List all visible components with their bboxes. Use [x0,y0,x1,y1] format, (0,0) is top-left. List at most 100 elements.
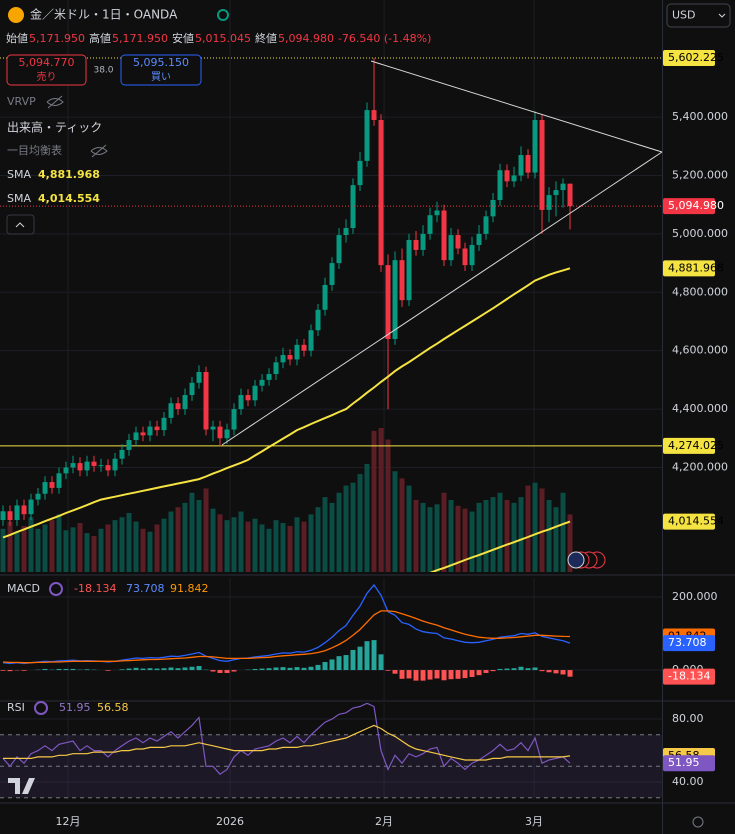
histogram-bar [343,655,349,671]
candle-body [518,155,524,176]
sma-name[interactable]: SMA [7,192,31,205]
histogram-bar [315,664,321,671]
histogram-bar [455,670,461,679]
trendline [370,60,663,153]
last-price-label: 5,094.980 [668,199,724,212]
candle-body [315,309,321,331]
candle-body [35,493,41,500]
hidden-icon[interactable] [46,95,64,109]
candle-body [217,426,223,439]
histogram-bar [427,670,433,680]
histogram-bar [378,654,384,671]
volume-bar [189,492,195,572]
hidden-icon[interactable] [90,144,108,158]
event-icons[interactable] [567,551,606,569]
volume-bar [560,492,566,572]
histogram-bar [140,668,146,671]
volume-bar [168,511,174,572]
volume-bar [133,521,139,572]
sell-label[interactable]: 売り [37,70,57,83]
pane [0,0,662,572]
candle-body [182,395,188,410]
candle-body [441,210,447,261]
histogram-bar [364,641,370,671]
candle-body [42,482,48,494]
volume-bar [553,507,559,572]
collapse-button[interactable] [6,214,35,235]
candle-body [147,426,153,436]
candle-body [301,344,307,351]
ohlc-name: 終値 [255,31,277,45]
candle-body [567,183,573,207]
indicator-volume[interactable]: 出来高・ティック [7,120,102,135]
histogram-bar [189,666,195,671]
x-tick-label: 3月 [525,815,543,828]
logo [8,778,35,794]
indicator-vrvp[interactable]: VRVP [7,95,36,108]
histogram-bar [196,666,202,671]
sell-button[interactable] [6,54,87,86]
volume-bar [392,471,398,572]
histogram-bar [476,670,482,676]
buy-button[interactable] [120,54,202,86]
buy-label[interactable]: 買い [151,71,171,83]
last-price-label-box [663,198,715,215]
candle-body [21,505,27,515]
histogram-bar [448,670,454,680]
candle-body [469,244,475,266]
volume-bar [70,527,76,572]
candle-body [511,175,517,182]
volume-bar [532,482,538,572]
candle-body [259,379,265,386]
volume-bar [350,482,356,572]
hline-label-box [663,50,715,67]
histogram-bar [273,667,279,671]
event-icon[interactable] [567,551,585,569]
histogram-bar [525,668,531,671]
series-line [2,703,571,775]
volume-bar [301,521,307,572]
macd-title[interactable]: MACD [7,582,40,595]
rsi-value: 51.95 [59,701,91,714]
volume-bar [280,523,286,572]
candle-body [63,467,69,474]
y-tick-label: 4,400.000 [672,402,728,415]
candle-body [0,511,6,521]
volume-bar [203,488,209,572]
candle-body [161,417,167,431]
currency[interactable]: USD [672,9,696,22]
volume-bar [231,517,237,572]
rsi-title[interactable]: RSI [7,701,25,714]
volume-bar [161,518,167,572]
volume-bar [364,464,370,572]
histogram-bar [126,668,132,671]
volume-bar [413,500,419,572]
sell-price[interactable]: 5,094.770 [19,56,75,69]
volume-bar [126,512,132,572]
histogram-bar [406,670,412,679]
histogram-bar [483,670,489,673]
indicator-ichimoku[interactable]: 一目均衡表 [7,143,62,157]
buy-price[interactable]: 5,095.150 [133,56,189,69]
volume-bar [497,492,503,572]
currency-select[interactable] [666,3,731,28]
sma-label: 4,014.554 [668,515,724,528]
histogram-bar [420,670,426,681]
ohlc-name: 安値 [172,31,194,45]
volume-bar [98,528,104,572]
candle-body [266,374,272,380]
ohlc-value: 5,015.045 [195,32,251,45]
histogram-bar [84,669,90,671]
settings-icon[interactable] [692,816,704,828]
candle-body [406,240,412,301]
collapse-icon [15,222,25,228]
volume-bar [427,507,433,572]
symbol-title[interactable]: 金／米ドル・1日・OANDA [30,7,178,22]
histogram-bar [546,670,552,673]
sma-name[interactable]: SMA [7,168,31,181]
volume-bar [112,520,118,572]
candle-body [14,505,20,521]
volume-bar [518,497,524,572]
candle-body [308,330,314,351]
